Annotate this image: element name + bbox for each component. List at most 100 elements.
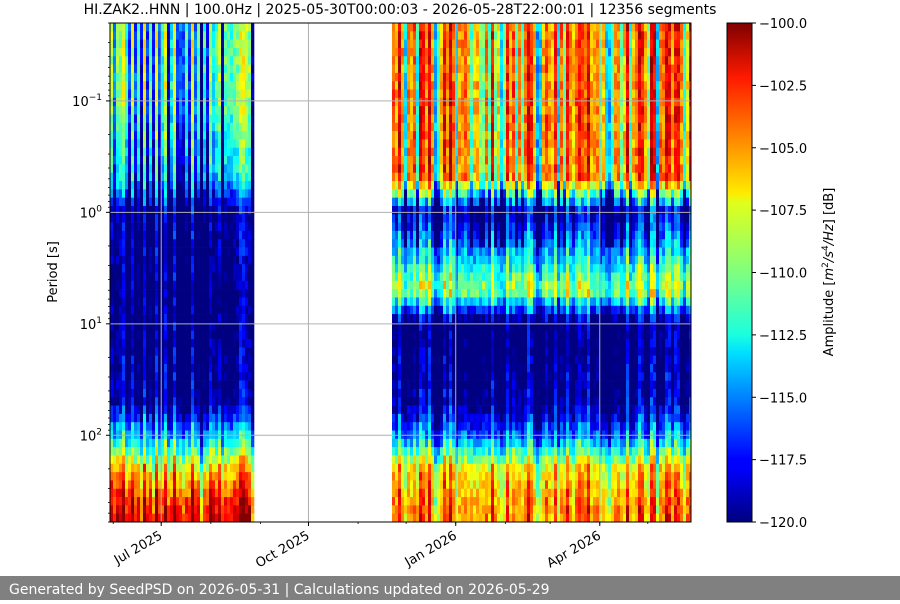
heatmap-cell bbox=[242, 447, 246, 456]
heatmap-cell bbox=[149, 205, 153, 215]
heatmap-cell bbox=[398, 488, 402, 498]
heatmap-cell bbox=[176, 397, 180, 406]
heatmap-cell bbox=[176, 139, 180, 149]
heatmap-cell bbox=[467, 505, 471, 514]
heatmap-cell bbox=[161, 330, 165, 340]
heatmap-cell bbox=[197, 497, 201, 506]
heatmap-cell bbox=[113, 89, 117, 99]
heatmap-cell bbox=[173, 455, 177, 465]
heatmap-cell bbox=[143, 147, 147, 157]
heatmap-cell bbox=[164, 413, 168, 423]
heatmap-cell bbox=[428, 497, 432, 506]
heatmap-cell bbox=[215, 355, 219, 365]
heatmap-cell bbox=[119, 314, 123, 323]
heatmap-cell bbox=[437, 497, 441, 506]
heatmap-cell bbox=[218, 463, 222, 473]
heatmap-cell bbox=[134, 222, 138, 232]
heatmap-cell bbox=[140, 23, 144, 32]
heatmap-cell bbox=[416, 139, 420, 149]
heatmap-cell bbox=[188, 139, 192, 149]
heatmap-cell bbox=[494, 72, 498, 82]
heatmap-cell bbox=[134, 330, 138, 340]
heatmap-cell bbox=[188, 463, 192, 473]
heatmap-cell bbox=[134, 422, 138, 431]
heatmap-cell bbox=[206, 31, 210, 40]
heatmap-cell bbox=[113, 97, 117, 107]
heatmap-cell bbox=[170, 47, 174, 57]
heatmap-cell bbox=[470, 455, 474, 465]
heatmap-cell bbox=[446, 480, 450, 490]
heatmap-cell bbox=[224, 131, 228, 140]
heatmap-cell bbox=[392, 147, 396, 157]
heatmap-cell bbox=[425, 513, 429, 522]
heatmap-cell bbox=[143, 380, 147, 390]
heatmap-cell bbox=[476, 39, 480, 49]
heatmap-cell bbox=[476, 23, 480, 32]
heatmap-cell bbox=[395, 472, 399, 481]
heatmap-cell bbox=[209, 122, 213, 132]
heatmap-cell bbox=[212, 47, 216, 57]
heatmap-cell bbox=[191, 505, 195, 514]
heatmap-cell bbox=[143, 330, 147, 340]
heatmap-cell bbox=[134, 363, 138, 373]
heatmap-cell bbox=[479, 222, 483, 232]
heatmap-cell bbox=[494, 422, 498, 431]
heatmap-cell bbox=[461, 355, 465, 365]
heatmap-cell bbox=[113, 405, 117, 415]
heatmap-cell bbox=[239, 64, 243, 74]
heatmap-cell bbox=[455, 230, 459, 240]
heatmap-cell bbox=[464, 47, 468, 57]
heatmap-cell bbox=[173, 363, 177, 373]
heatmap-cell bbox=[398, 239, 402, 248]
heatmap-cell bbox=[455, 472, 459, 481]
heatmap-cell bbox=[482, 480, 486, 490]
heatmap-cell bbox=[221, 205, 225, 215]
heatmap-cell bbox=[233, 205, 237, 215]
heatmap-cell bbox=[149, 480, 153, 490]
heatmap-cell bbox=[485, 405, 489, 415]
heatmap-cell bbox=[416, 56, 420, 65]
heatmap-cell bbox=[461, 463, 465, 473]
heatmap-cell bbox=[218, 89, 222, 99]
heatmap-cell bbox=[458, 164, 462, 173]
heatmap-cell bbox=[455, 347, 459, 356]
heatmap-cell bbox=[191, 339, 195, 348]
heatmap-cell bbox=[251, 413, 255, 423]
heatmap-cell bbox=[182, 172, 186, 182]
heatmap-cell bbox=[416, 447, 420, 456]
heatmap-cell bbox=[113, 347, 117, 356]
heatmap-cell bbox=[239, 31, 243, 40]
heatmap-cell bbox=[197, 289, 201, 298]
heatmap-cell bbox=[200, 189, 204, 198]
heatmap-cell bbox=[251, 230, 255, 240]
heatmap-cell bbox=[113, 81, 117, 90]
heatmap-cell bbox=[401, 363, 405, 373]
heatmap-cell bbox=[140, 197, 144, 207]
heatmap-cell bbox=[488, 164, 492, 173]
heatmap-cell bbox=[137, 355, 141, 365]
heatmap-cell bbox=[119, 355, 123, 365]
heatmap-cell bbox=[212, 422, 216, 431]
heatmap-cell bbox=[455, 56, 459, 65]
heatmap-cell bbox=[122, 297, 126, 307]
heatmap-cell bbox=[170, 422, 174, 431]
heatmap-cell bbox=[239, 372, 243, 381]
heatmap-cell bbox=[413, 255, 417, 265]
heatmap-cell bbox=[422, 305, 426, 315]
heatmap-cell bbox=[419, 505, 423, 514]
heatmap-cell bbox=[419, 31, 423, 40]
heatmap-cell bbox=[452, 31, 456, 40]
heatmap-cell bbox=[443, 388, 447, 398]
heatmap-cell bbox=[449, 239, 453, 248]
heatmap-cell bbox=[242, 372, 246, 381]
heatmap-cell bbox=[224, 280, 228, 290]
heatmap-cell bbox=[170, 480, 174, 490]
heatmap-cell bbox=[164, 114, 168, 124]
heatmap-cell bbox=[245, 413, 249, 423]
heatmap-cell bbox=[197, 472, 201, 481]
heatmap-cell bbox=[206, 97, 210, 107]
heatmap-cell bbox=[491, 314, 495, 323]
heatmap-cell bbox=[251, 372, 255, 381]
heatmap-cell bbox=[470, 205, 474, 215]
heatmap-cell bbox=[185, 264, 189, 273]
